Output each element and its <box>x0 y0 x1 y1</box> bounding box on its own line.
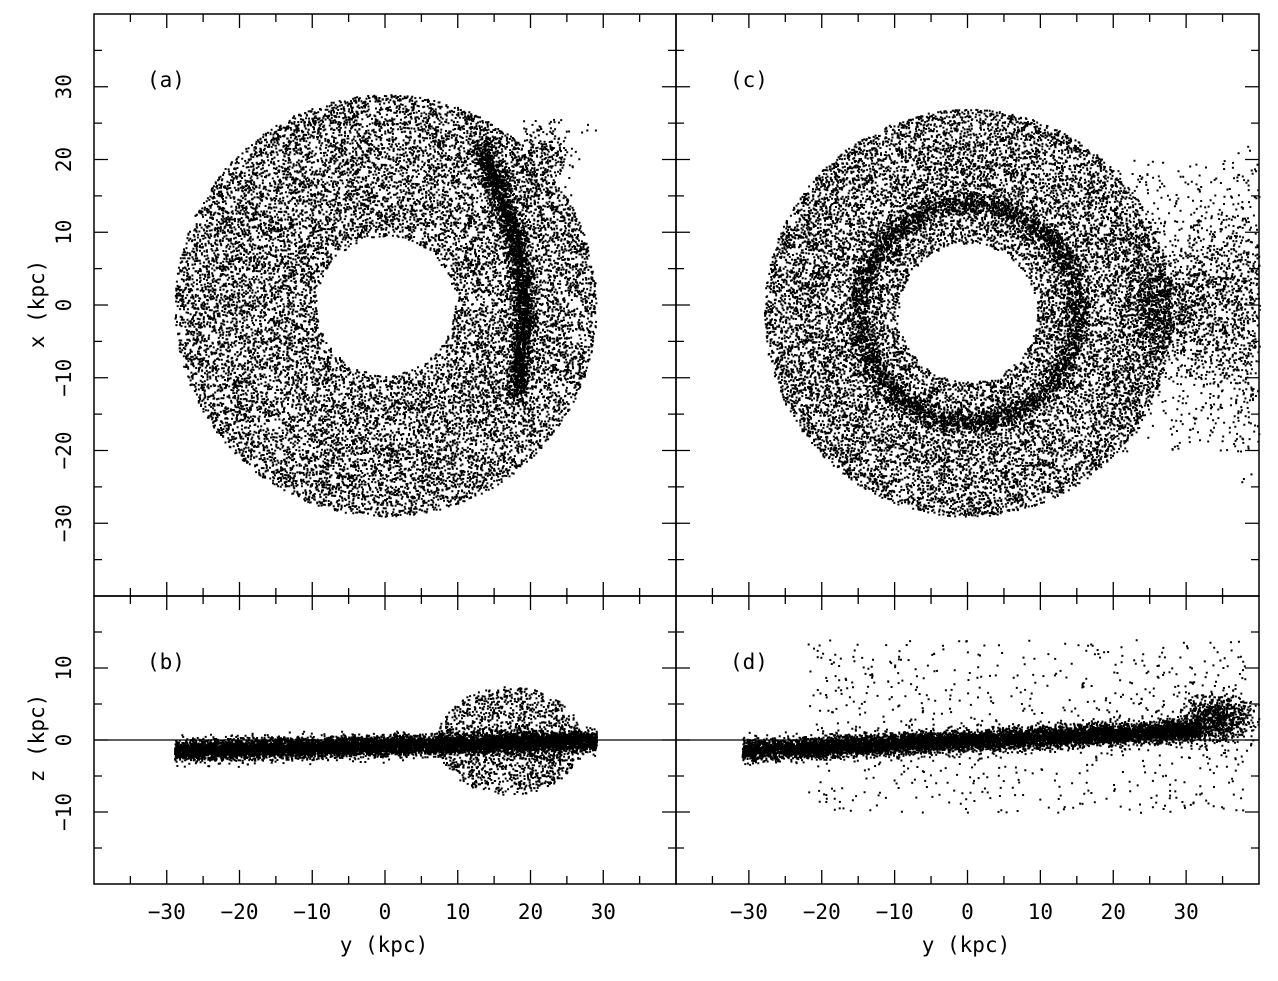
x-tick-label: 30 <box>591 900 616 924</box>
y-tick-label: 0 <box>52 734 76 747</box>
y-tick-label: −10 <box>52 359 76 397</box>
x-tick-label: 0 <box>379 900 392 924</box>
y-tick-label: 30 <box>52 74 76 99</box>
x-axis-title-panel-b: y (kpc) <box>340 933 429 957</box>
axis-ticks <box>94 596 676 884</box>
y-tick-label: −30 <box>52 504 76 542</box>
panel-label-c: (c) <box>730 68 768 92</box>
x-axis-title-panel-d: y (kpc) <box>922 933 1011 957</box>
panel-a-face-on-view: −30 −20 −10 0 10 20 30 <box>52 13 677 597</box>
x-tick-label: −10 <box>876 900 914 924</box>
y-tick-label: −10 <box>52 793 76 831</box>
x-tick-label: −10 <box>293 900 331 924</box>
y-tick-label: 10 <box>52 655 76 680</box>
x-tick-label: 0 <box>961 900 974 924</box>
x-tick-label: −20 <box>221 900 259 924</box>
y-axis-title-panel-b: z (kpc) <box>25 694 49 783</box>
axis-ticks <box>94 14 676 596</box>
x-tick-label: −30 <box>148 900 186 924</box>
panel-b-edge-on-view: −30 −20 −10 0 10 20 30 −10 0 10 <box>52 595 677 924</box>
x-tick-label: −30 <box>730 900 768 924</box>
particle-cloud <box>174 94 598 518</box>
panel-label-a: (a) <box>147 68 185 92</box>
y-tick-label: 20 <box>52 147 76 172</box>
particle-cloud <box>763 108 1261 518</box>
x-tick-label: 20 <box>1101 900 1126 924</box>
particle-cloud <box>174 686 598 796</box>
y-tick-label: 10 <box>52 220 76 245</box>
x-tick-label: 20 <box>518 900 543 924</box>
panel-label-d: (d) <box>730 650 768 674</box>
x-tick-label: 30 <box>1173 900 1198 924</box>
x-tick-label: −20 <box>803 900 841 924</box>
panel-d-edge-on-view: −30 −20 −10 0 10 20 30 <box>675 595 1261 924</box>
particle-cloud <box>741 639 1261 814</box>
axis-ticks <box>676 14 1259 596</box>
panel-label-b: (b) <box>147 650 185 674</box>
axis-ticks <box>676 596 1259 884</box>
y-tick-label: −20 <box>52 432 76 470</box>
y-tick-label: 0 <box>52 299 76 312</box>
y-axis-title-panel-a: x (kpc) <box>25 260 49 349</box>
x-tick-label: 10 <box>445 900 470 924</box>
x-tick-label: 10 <box>1028 900 1053 924</box>
